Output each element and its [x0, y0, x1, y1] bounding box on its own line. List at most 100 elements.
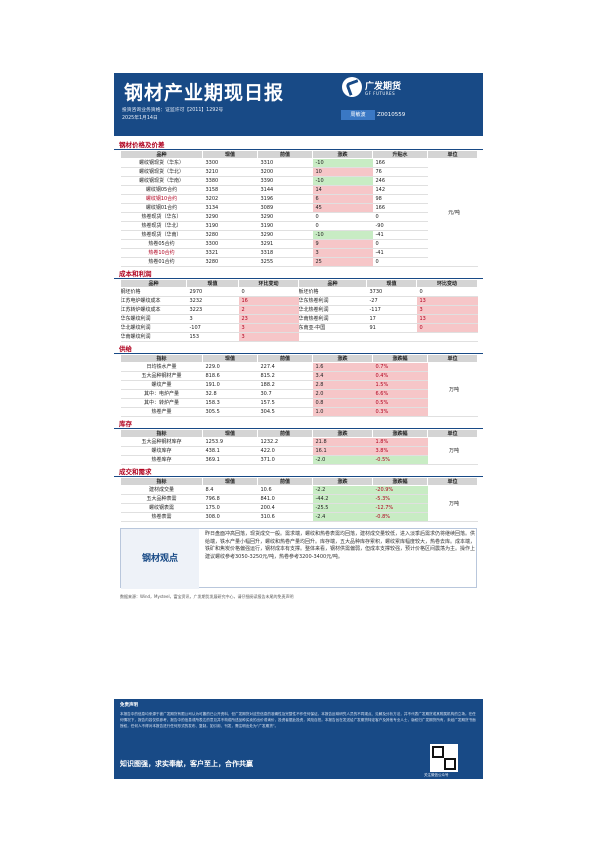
row-name: 螺纹库存: [120, 446, 203, 456]
previous-value: 30.7: [257, 389, 313, 399]
current-value: 3190: [202, 221, 258, 231]
cost-item-name: 华南螺纹利润: [120, 332, 187, 342]
profit-item-change: 13: [416, 314, 478, 324]
cost-item-value: -107: [186, 323, 239, 333]
current-value: 3280: [202, 257, 258, 267]
logo-name-en: GF FUTURES: [365, 91, 396, 96]
profit-item-change: 13: [416, 296, 478, 306]
row-name: 其中：转炉产量: [120, 398, 203, 408]
table-row: 华北螺纹利润 -107 3 东南亚-中国 91 0: [120, 323, 478, 333]
current-value: 3300: [202, 239, 258, 249]
row-name: 热卷01合约: [120, 257, 203, 267]
column-header: 单位: [427, 429, 478, 438]
table-row: 热卷产量 305.5 304.5 1.0 0.3%: [120, 407, 478, 417]
row-name: 螺纹钢现货（华东）: [120, 158, 203, 168]
steel-view-text: 昨日盘面冲高回落，现货成交一般。需求端，螺纹和热卷表需均回落，建材成交量较低，进…: [205, 531, 476, 560]
profit-item-value: 91: [366, 323, 417, 333]
basis-value: 76: [372, 167, 428, 177]
change-value: 0.8: [312, 398, 373, 408]
section-title-costs: 成本和利润: [114, 269, 483, 279]
cost-item-change: 23: [238, 314, 299, 324]
profit-item-change: [416, 332, 478, 342]
column-header: 指标: [120, 354, 203, 363]
table-row: 螺纹钢10合约 3202 3196 6 98: [120, 194, 478, 204]
previous-value: 188.2: [257, 380, 313, 390]
current-value: 158.3: [202, 398, 258, 408]
costs-table: 品种 现值 环比变动 品种 现值 环比变动 钢坯价格 2970 0 板坯价格 3730 0 江苏电炉螺…: [120, 279, 478, 342]
cost-item-name: 江苏转炉螺纹成本: [120, 305, 187, 315]
table-row: 螺纹库存 438.1 422.0 16.1 3.8%: [120, 446, 478, 456]
column-header: 涨跌: [312, 354, 373, 363]
previous-value: 3291: [257, 239, 313, 249]
steel-view-label: 钢材观点: [121, 529, 199, 589]
row-name: 热卷现货（华东）: [120, 212, 203, 222]
column-header: 现值: [366, 279, 417, 288]
column-header: 品种: [120, 279, 187, 288]
previous-value: 3190: [257, 221, 313, 231]
profit-item-value: [366, 332, 417, 342]
column-header: 现值: [202, 150, 258, 159]
table-row: 热卷库存 369.1 371.0 -2.0 -0.5%: [120, 455, 478, 465]
cost-item-name: 华北螺纹利润: [120, 323, 187, 333]
column-header: 涨跌幅: [372, 429, 428, 438]
current-value: 369.1: [202, 455, 258, 465]
cost-item-name: 钢坯价格: [120, 287, 187, 297]
table-row: 华东螺纹利润 3 23 华南热卷利润 17 13: [120, 314, 478, 324]
column-header: 升贴水: [372, 150, 428, 159]
steel-view-box: 钢材观点 昨日盘面冲高回落，现货成交一般。需求端，螺纹和热卷表需均回落，建材成交…: [120, 528, 477, 589]
profit-item-name: 华东热卷利润: [298, 296, 367, 306]
row-name: 日均铁水产量: [120, 362, 203, 372]
row-name: 热卷产量: [120, 407, 203, 417]
inventory-table: 指标 现值 前值 涨跌 涨跌幅 单位 五大品种钢材库存 1253.9 1232.2 21.8 1.…: [120, 429, 478, 465]
column-header: 前值: [257, 150, 313, 159]
previous-value: 3196: [257, 194, 313, 204]
table-row: 华南螺纹利润 153 3: [120, 332, 478, 342]
row-name: 热卷库存: [120, 455, 203, 465]
table-row: 五大品种钢材库存 1253.9 1232.2 21.8 1.8% 万吨: [120, 437, 478, 465]
table-row: 螺纹钢表需 175.0 200.4 -25.5 -12.7%: [120, 503, 478, 513]
table-row: 热卷现货（华东） 3290 3290 0 0: [120, 212, 478, 222]
change-value: 3.4: [312, 371, 373, 381]
previous-value: 3290: [257, 212, 313, 222]
table-row: 建材成交量 8.4 10.6 -2.2 -20.9% 万吨: [120, 485, 478, 522]
change-pct: 0.7%: [372, 362, 428, 372]
table-row: 五大品种钢材产量 818.6 815.2 3.4 0.4%: [120, 371, 478, 381]
row-name: 热卷05合约: [120, 239, 203, 249]
change-pct: -0.8%: [372, 512, 428, 522]
column-header: 品种: [298, 279, 367, 288]
change-value: 25: [312, 257, 373, 267]
column-header: 指标: [120, 429, 203, 438]
previous-value: 3144: [257, 185, 313, 195]
table-row: 螺纹钢现货（华北） 3210 3200 10 76: [120, 167, 478, 177]
disclaimer-title: 免责声明: [120, 703, 138, 708]
previous-value: 3318: [257, 248, 313, 258]
change-pct: 0.3%: [372, 407, 428, 417]
change-value: -10: [312, 230, 373, 240]
change-pct: 3.8%: [372, 446, 428, 456]
row-name: 螺纹钢表需: [120, 503, 203, 513]
column-header: 现值: [202, 354, 258, 363]
change-value: 2.8: [312, 380, 373, 390]
qr-code-icon[interactable]: [430, 744, 458, 772]
table-row: 江苏电炉螺纹成本 3232 16 华东热卷利润 -27 13: [120, 296, 478, 306]
cost-item-name: 华东螺纹利润: [120, 314, 187, 324]
profit-item-change: 0: [416, 287, 478, 297]
table-row: 热卷现货（华北） 3190 3190 0 -90: [120, 221, 478, 231]
row-name: 热卷10合约: [120, 248, 203, 258]
change-value: -10: [312, 176, 373, 186]
previous-value: 3310: [257, 158, 313, 168]
cost-item-change: 16: [238, 296, 299, 306]
row-name: 其中：电炉产量: [120, 389, 203, 399]
table-row: 螺纹钢05合约 3158 3144 14 142: [120, 185, 478, 195]
previous-value: 3290: [257, 230, 313, 240]
previous-value: 304.5: [257, 407, 313, 417]
row-name: 五大品种钢材产量: [120, 371, 203, 381]
cost-item-value: 3: [186, 314, 239, 324]
report-date: 2025年1月14日: [122, 116, 158, 121]
change-value: 16.1: [312, 446, 373, 456]
previous-value: 1232.2: [257, 437, 313, 447]
basis-value: 166: [372, 158, 428, 168]
data-source: 数据来源：Wind，Mysteel，富宝资讯，广发期货发展研究中心，请仔细阅读报…: [120, 594, 294, 599]
previous-value: 841.0: [257, 494, 313, 504]
table-row: 螺纹钢现货（华东） 3300 3310 -10 166 元/吨: [120, 158, 478, 267]
